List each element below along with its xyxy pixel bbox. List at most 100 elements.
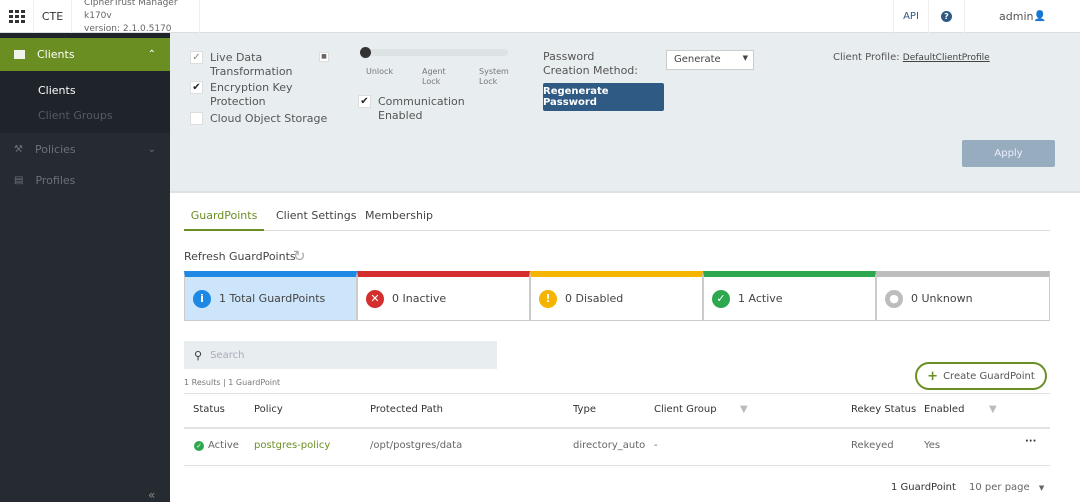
card-unknown[interactable]: ● 0 Unknown xyxy=(876,271,1050,321)
chevron-up-icon: ⌃ xyxy=(147,49,156,60)
slider-label-unlock: Unlock xyxy=(366,67,394,76)
app-name[interactable]: CTE xyxy=(34,0,72,33)
create-label: Create GuardPoint xyxy=(943,370,1035,382)
cos-checkbox[interactable] xyxy=(190,112,203,125)
tab-client-settings[interactable]: Client Settings xyxy=(276,209,357,222)
warning-icon: ! xyxy=(539,289,557,308)
card-label: 1 Active xyxy=(738,292,783,305)
card-label: 0 Inactive xyxy=(392,292,447,305)
col-enabled[interactable]: Enabled xyxy=(924,404,965,415)
apply-button[interactable]: Apply xyxy=(962,140,1055,167)
slider-label-system-lock: System Lock xyxy=(479,67,509,86)
tabs: GuardPoints Client Settings Membership xyxy=(184,209,1050,231)
check-circle-icon: ✓ xyxy=(712,289,730,308)
refresh-icon[interactable]: ↻ xyxy=(293,247,306,265)
cell-policy[interactable]: postgres-policy xyxy=(254,440,331,451)
product-version: version: 2.1.0.5170 xyxy=(84,24,172,34)
select-value: Generate xyxy=(674,54,721,65)
user-name: admin xyxy=(999,10,1034,23)
password-method-select[interactable]: Generate ▼ xyxy=(666,50,754,70)
sidebar-item-profiles[interactable]: ▤ Profiles xyxy=(0,170,170,190)
client-profile: Client Profile: DefaultClientProfile xyxy=(833,51,990,65)
info-toggle-icon[interactable]: ■ xyxy=(319,52,329,62)
card-label: 0 Unknown xyxy=(911,292,973,305)
col-status[interactable]: Status xyxy=(193,404,225,415)
card-label: 1 Total GuardPoints xyxy=(219,292,326,305)
cell-status: Active xyxy=(208,440,239,451)
slider-handle[interactable] xyxy=(360,47,371,58)
client-config-panel: ✓ Live Data Transformation ■ ✔ Encryptio… xyxy=(170,33,1080,193)
check-circle-icon: ✓ xyxy=(194,440,204,451)
chevron-down-icon: ⌄ xyxy=(147,143,156,155)
cell-rekey-status: Rekeyed xyxy=(851,440,894,451)
api-link[interactable]: API xyxy=(893,0,929,33)
divider xyxy=(184,465,1050,466)
user-menu[interactable]: admin 👤 xyxy=(965,0,1080,33)
create-guardpoint-button[interactable]: + Create GuardPoint xyxy=(915,362,1047,390)
results-count: 1 Results | 1 GuardPoint xyxy=(184,378,281,387)
top-bar: CTE CipherTrust Manager k170v version: 2.… xyxy=(0,0,1080,34)
cell-client-group: - xyxy=(654,440,658,451)
cell-enabled: Yes xyxy=(924,440,941,451)
card-total[interactable]: i 1 Total GuardPoints xyxy=(184,271,357,321)
unknown-icon: ● xyxy=(885,289,903,308)
sidebar-sub-client-groups[interactable]: Client Groups xyxy=(38,108,113,122)
info-icon: i xyxy=(193,289,211,308)
card-label: 0 Disabled xyxy=(565,292,624,305)
divider xyxy=(184,393,1050,394)
col-client-group[interactable]: Client Group xyxy=(654,404,717,415)
slider-label-agent-lock: Agent Lock xyxy=(422,67,446,86)
product-name: CipherTrust Manager k170v xyxy=(84,0,178,21)
sidebar-lower xyxy=(0,133,170,502)
calendar-icon: ▤ xyxy=(14,174,24,186)
regenerate-password-button[interactable]: Regenerate Password xyxy=(543,83,664,111)
cell-path: /opt/postgres/data xyxy=(370,440,463,451)
lock-slider[interactable] xyxy=(360,47,508,58)
refresh-label: Refresh GuardPoints xyxy=(184,250,296,263)
ekp-label: Encryption Key Protection xyxy=(210,81,293,108)
ekp-checkbox[interactable]: ✔ xyxy=(190,81,203,94)
cos-label: Cloud Object Storage xyxy=(210,112,328,125)
comm-label: Communication Enabled xyxy=(378,95,465,122)
sidebar-sub-clients[interactable]: Clients xyxy=(38,83,76,97)
sidebar-item-label: Policies xyxy=(34,142,76,156)
filter-icon[interactable]: ▼ xyxy=(989,404,997,415)
user-icon: 👤 xyxy=(1033,11,1046,22)
search-icon: ⚲ xyxy=(194,348,203,362)
sidebar-item-clients[interactable]: Clients ⌃ xyxy=(0,38,170,71)
client-profile-link[interactable]: DefaultClientProfile xyxy=(902,53,990,63)
per-page-select[interactable]: 10 per page ▼ xyxy=(969,482,1044,493)
col-policy[interactable]: Policy xyxy=(254,404,283,415)
more-actions-icon[interactable]: ··· xyxy=(1025,436,1037,447)
search-placeholder: Search xyxy=(210,349,245,361)
password-method-label: Password Creation Method: xyxy=(543,50,638,77)
plus-icon: + xyxy=(927,368,939,384)
help-icon[interactable]: ? xyxy=(929,0,965,33)
live-data-checkbox[interactable]: ✓ xyxy=(190,51,203,64)
dropdown-arrow-icon: ▼ xyxy=(742,54,748,62)
sidebar-item-label: Profiles xyxy=(35,173,76,187)
col-protected-path[interactable]: Protected Path xyxy=(370,404,444,415)
col-rekey-status[interactable]: Rekey Status xyxy=(851,404,917,415)
apps-grid-icon[interactable] xyxy=(0,0,34,33)
tab-guardpoints[interactable]: GuardPoints xyxy=(184,209,264,231)
cell-type: directory_auto xyxy=(573,440,646,451)
x-circle-icon: ✕ xyxy=(366,289,384,308)
client-profile-label: Client Profile: xyxy=(833,52,900,63)
per-page-value: 10 per page xyxy=(969,482,1030,493)
comm-checkbox[interactable]: ✔ xyxy=(358,95,371,108)
product-info: CipherTrust Manager k170v version: 2.1.0.… xyxy=(72,0,200,34)
tab-membership[interactable]: Membership xyxy=(365,209,433,222)
wrench-icon: ⚒ xyxy=(14,143,23,155)
filter-icon[interactable]: ▼ xyxy=(740,404,748,415)
pagination-count: 1 GuardPoint xyxy=(891,482,956,493)
search-input[interactable]: ⚲ Search xyxy=(184,341,497,369)
dropdown-arrow-icon: ▼ xyxy=(1038,484,1045,492)
sidebar-item-policies[interactable]: ⚒ Policies ⌄ xyxy=(0,139,170,159)
col-type[interactable]: Type xyxy=(573,404,596,415)
card-inactive[interactable]: ✕ 0 Inactive xyxy=(357,271,530,321)
collapse-sidebar-icon[interactable]: « xyxy=(148,488,156,502)
card-disabled[interactable]: ! 0 Disabled xyxy=(530,271,703,321)
card-active[interactable]: ✓ 1 Active xyxy=(703,271,876,321)
divider xyxy=(184,427,1050,429)
